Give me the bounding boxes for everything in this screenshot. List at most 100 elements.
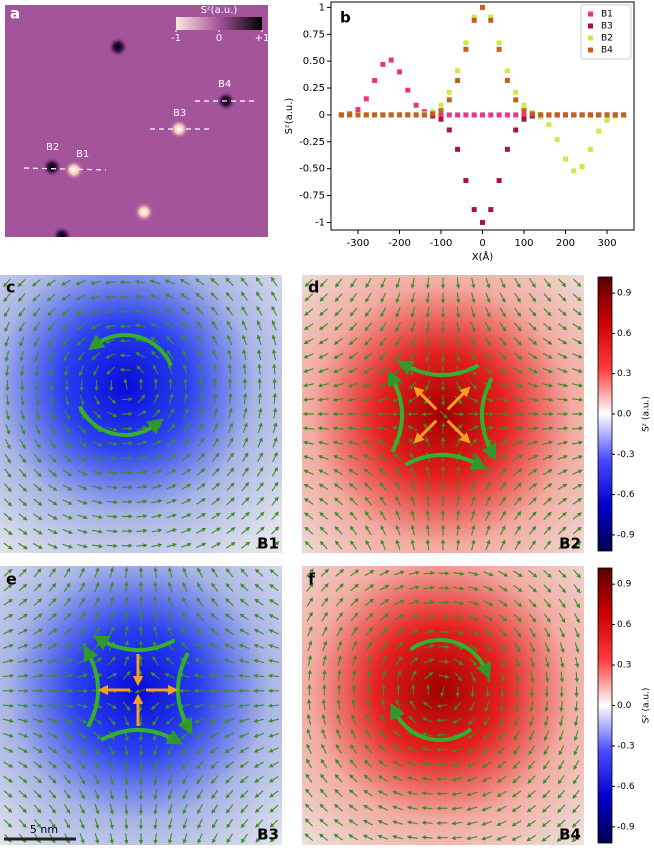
data-point xyxy=(372,112,377,117)
data-point xyxy=(397,112,402,117)
data-point xyxy=(472,112,477,117)
data-point xyxy=(480,220,485,225)
data-point xyxy=(414,112,419,117)
data-point xyxy=(538,112,543,117)
colorbar-tick-label: 0.0 xyxy=(617,701,632,711)
colorbar-tick-label: 0.9 xyxy=(617,580,632,590)
y-tick-label: 0 xyxy=(319,110,325,121)
colorbar-tick-label: -0.6 xyxy=(617,490,635,500)
skyrmion-label: B2 xyxy=(559,535,581,553)
colorbar-tick-label: -0.6 xyxy=(617,782,635,792)
data-point xyxy=(455,147,460,152)
skyrmion-label: B1 xyxy=(257,535,279,553)
data-point xyxy=(588,112,593,117)
y-tick-label: -1 xyxy=(315,217,325,228)
spot-label: B1 xyxy=(76,149,89,160)
dark-spot xyxy=(108,37,128,57)
colorbar xyxy=(598,277,612,551)
data-point xyxy=(571,112,576,117)
data-point xyxy=(505,68,510,73)
data-point xyxy=(422,112,427,117)
spin-arrow xyxy=(122,370,131,371)
data-point xyxy=(364,112,369,117)
y-tick-label: 1 xyxy=(319,2,325,13)
colorbar-tick-label: -1 xyxy=(171,33,181,44)
data-point xyxy=(488,18,493,23)
data-point xyxy=(505,78,510,83)
data-point xyxy=(405,88,410,93)
data-point xyxy=(513,127,518,132)
legend-marker xyxy=(588,48,593,53)
data-point xyxy=(546,112,551,117)
spin-arrow xyxy=(443,424,444,433)
legend-label: B1 xyxy=(601,10,613,20)
data-point xyxy=(513,112,518,117)
skyrmion-label: B4 xyxy=(559,826,581,844)
panel-label: a xyxy=(10,5,20,23)
data-point xyxy=(505,147,510,152)
colorbar-tick-label: 0 xyxy=(216,33,222,44)
spot-label: B2 xyxy=(46,142,59,153)
data-point xyxy=(463,47,468,52)
data-point xyxy=(447,97,452,102)
data-point xyxy=(505,112,510,117)
data-point xyxy=(447,90,452,95)
data-point xyxy=(414,103,419,108)
data-point xyxy=(463,178,468,183)
panel-label: f xyxy=(308,570,316,589)
data-point xyxy=(497,112,502,117)
spot-label: B4 xyxy=(218,79,231,90)
data-point xyxy=(488,207,493,212)
colorbar xyxy=(176,17,262,30)
colorbar-tick-label: 0.9 xyxy=(617,289,632,299)
colorbar-tick-label: -0.3 xyxy=(617,741,635,751)
panel-label: d xyxy=(308,278,319,297)
data-point xyxy=(546,122,551,127)
data-point xyxy=(355,107,360,112)
data-point xyxy=(555,137,560,142)
data-point xyxy=(397,69,402,74)
data-point xyxy=(438,117,443,122)
data-point xyxy=(455,112,460,117)
data-point xyxy=(513,90,518,95)
spin-arrow xyxy=(424,837,433,838)
data-point xyxy=(438,108,443,113)
data-point xyxy=(455,78,460,83)
data-point xyxy=(339,112,344,117)
data-point xyxy=(438,112,443,117)
spin-arrow xyxy=(428,686,429,695)
data-point xyxy=(563,112,568,117)
data-point xyxy=(563,157,568,162)
data-point xyxy=(588,147,593,152)
colorbar-tick-label: 0.0 xyxy=(617,410,632,420)
x-tick-label: 300 xyxy=(597,238,616,249)
panel-label: b xyxy=(340,9,351,27)
x-tick-label: -100 xyxy=(430,238,453,249)
data-point xyxy=(596,129,601,134)
data-point xyxy=(447,127,452,132)
x-tick-label: 100 xyxy=(514,238,533,249)
colorbar-tick-label: 0.3 xyxy=(617,369,631,379)
data-point xyxy=(613,112,618,117)
y-axis-label: Sᶻ(a.u.) xyxy=(284,98,295,135)
data-point xyxy=(605,112,610,117)
data-point xyxy=(389,112,394,117)
data-point xyxy=(497,40,502,45)
colorbar-tick-label: 0.6 xyxy=(617,620,632,630)
bright-spot xyxy=(134,202,154,222)
data-point xyxy=(621,112,626,117)
colorbar-label: Sᶻ (a.u.) xyxy=(642,396,652,432)
data-point xyxy=(522,117,527,122)
data-point xyxy=(497,47,502,52)
colorbar-tick-label: -0.9 xyxy=(617,530,635,540)
x-tick-label: -200 xyxy=(388,238,411,249)
data-point xyxy=(389,58,394,63)
data-point xyxy=(447,112,452,117)
spin-arrow xyxy=(439,646,448,647)
data-point xyxy=(480,112,485,117)
colorbar-tick-label: -0.9 xyxy=(617,822,635,832)
data-point xyxy=(405,112,410,117)
y-tick-label: 0.25 xyxy=(303,83,325,94)
data-point xyxy=(522,108,527,113)
